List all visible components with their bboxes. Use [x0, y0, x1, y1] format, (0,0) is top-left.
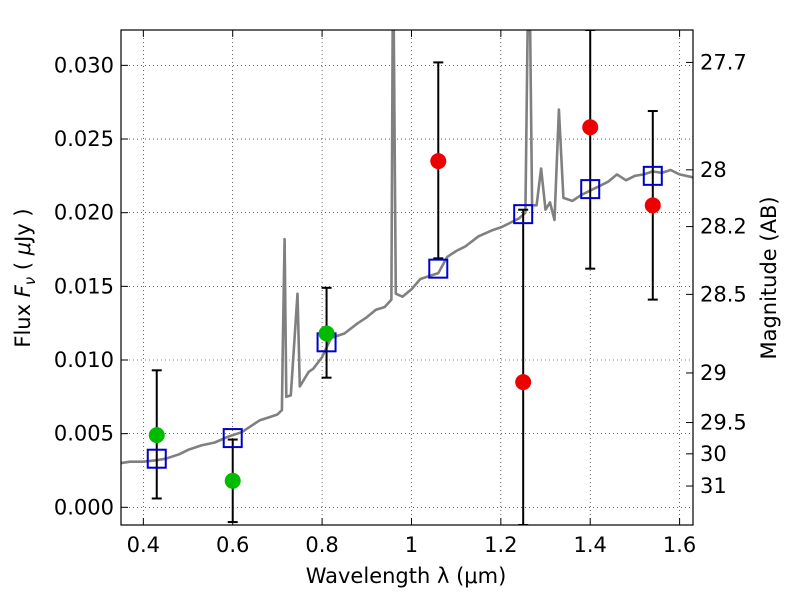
y-axis-label-unit: Jy ) [11, 208, 35, 244]
x-tick-label: 1.2 [484, 533, 517, 557]
x-tick-label: 0.6 [216, 533, 249, 557]
x-tick-label: 0.8 [305, 533, 338, 557]
y-axis-label-subscript: ν [21, 277, 39, 285]
magnitude-ticks: 27.7 28 28.2 28.5 29 29.5 30 31 [686, 50, 747, 498]
magnitude-tick-label: 29 [700, 361, 727, 385]
observed-photometry-point [430, 153, 447, 170]
y-axis-label-part: ( [11, 255, 35, 277]
y-tick-label: 0.025 [54, 127, 114, 151]
observed-photometry-point [318, 325, 335, 342]
y-axis-label-symbol: F [11, 284, 35, 297]
x-tick-label: 1.6 [663, 533, 696, 557]
model-photometry-marker [513, 204, 534, 225]
magnitude-tick-label: 31 [700, 474, 727, 498]
y-tick-label: 0.020 [54, 201, 114, 225]
y-tick-label: 0.005 [54, 422, 114, 446]
observed-photometry-point [224, 472, 241, 489]
x-ticks: 0.4 0.6 0.8 1 1.2 1.4 1.6 [127, 30, 696, 557]
model-photometry-marker [642, 165, 663, 186]
x-tick-label: 1 [405, 533, 418, 557]
grid [121, 30, 693, 525]
magnitude-tick-label: 28.5 [700, 282, 747, 306]
y-tick-label: 0.030 [54, 53, 114, 77]
y-axis-label-mu: μ [11, 242, 35, 256]
magnitude-tick-label: 28 [700, 158, 727, 182]
plot-frame [120, 29, 694, 526]
magnitude-tick-label: 28.2 [700, 215, 747, 239]
y-tick-label: 0.000 [54, 495, 114, 519]
observed-photometry-point [515, 374, 532, 391]
plot-area [121, 30, 693, 525]
magnitude-tick-label: 27.7 [700, 50, 747, 74]
observed-photometry-point [148, 427, 165, 444]
model-photometry-layer [146, 165, 663, 469]
magnitude-tick-label: 30 [700, 442, 727, 466]
x-axis-label: Wavelength λ (μm) [306, 564, 507, 588]
y-axis-label: Flux Fν ( μJy ) [11, 208, 39, 347]
observed-photometry-point [582, 119, 599, 136]
magnitude-tick-label: 29.5 [700, 411, 747, 435]
x-tick-label: 0.4 [127, 533, 160, 557]
observed-photometry-layer [148, 119, 661, 489]
y-ticks: 0.000 0.005 0.010 0.015 0.020 0.025 0.030 [54, 53, 128, 519]
y-axis-label-part: Flux [11, 297, 35, 347]
model-photometry-marker [580, 179, 601, 200]
observed-photometry-point [644, 197, 661, 214]
y-tick-label: 0.015 [54, 274, 114, 298]
magnitude-axis-label: Magnitude (AB) [757, 196, 781, 359]
x-tick-label: 1.4 [574, 533, 607, 557]
y-tick-label: 0.010 [54, 348, 114, 372]
model-photometry-marker [428, 258, 449, 279]
model-photometry-marker [222, 428, 243, 449]
model-photometry-marker [146, 448, 167, 469]
